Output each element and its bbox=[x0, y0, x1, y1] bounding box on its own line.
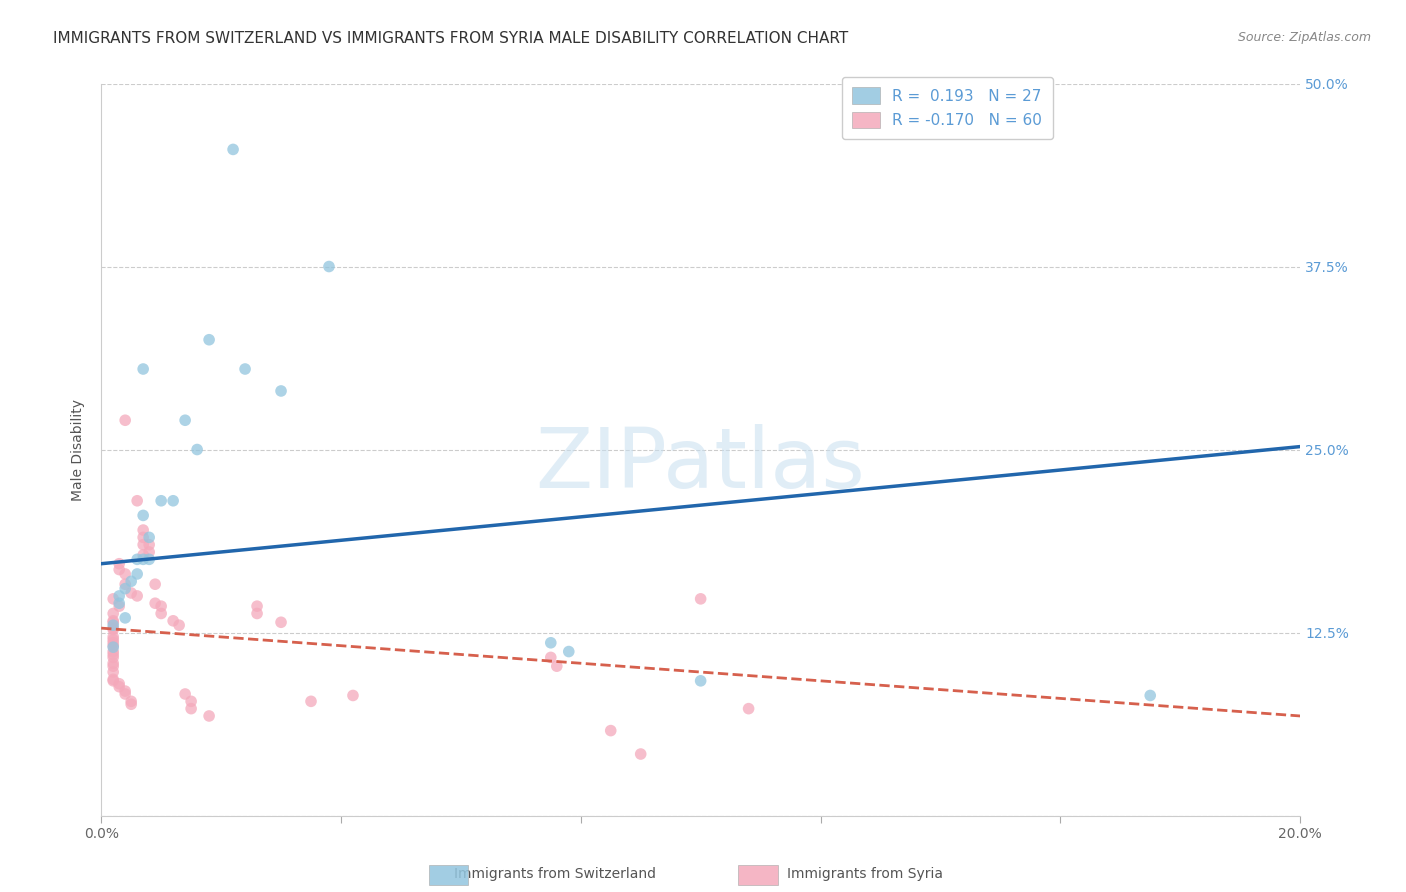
Point bbox=[132, 362, 155, 376]
Y-axis label: Male Disability: Male Disability bbox=[72, 399, 86, 500]
Point bbox=[114, 577, 136, 591]
Point bbox=[198, 709, 221, 723]
Point bbox=[103, 639, 125, 653]
Point bbox=[120, 694, 142, 708]
Point bbox=[270, 615, 292, 630]
Point bbox=[1139, 689, 1161, 703]
Point bbox=[132, 530, 155, 544]
Point bbox=[138, 552, 160, 566]
Text: Source: ZipAtlas.com: Source: ZipAtlas.com bbox=[1237, 31, 1371, 45]
Point bbox=[127, 589, 149, 603]
Point bbox=[689, 591, 711, 606]
Point bbox=[132, 508, 155, 523]
Point bbox=[174, 687, 197, 701]
Point bbox=[120, 698, 142, 712]
Point bbox=[108, 557, 131, 571]
Text: IMMIGRANTS FROM SWITZERLAND VS IMMIGRANTS FROM SYRIA MALE DISABILITY CORRELATION: IMMIGRANTS FROM SWITZERLAND VS IMMIGRANT… bbox=[53, 31, 849, 46]
Point bbox=[103, 632, 125, 647]
Point bbox=[103, 591, 125, 606]
Point bbox=[103, 648, 125, 662]
Point bbox=[103, 623, 125, 637]
Point bbox=[114, 684, 136, 698]
Point bbox=[132, 552, 155, 566]
Point bbox=[103, 665, 125, 679]
Point bbox=[108, 680, 131, 694]
Legend: R =  0.193   N = 27, R = -0.170   N = 60: R = 0.193 N = 27, R = -0.170 N = 60 bbox=[842, 77, 1053, 139]
Point bbox=[114, 582, 136, 596]
Point bbox=[222, 143, 245, 157]
Point bbox=[132, 538, 155, 552]
Point bbox=[246, 599, 269, 614]
Point bbox=[103, 607, 125, 621]
Point bbox=[150, 607, 173, 621]
Point bbox=[103, 650, 125, 665]
Point bbox=[150, 493, 173, 508]
Point bbox=[150, 599, 173, 614]
Point bbox=[198, 333, 221, 347]
Point bbox=[108, 677, 131, 691]
Point bbox=[233, 362, 256, 376]
Point bbox=[120, 586, 142, 600]
Point bbox=[103, 657, 125, 671]
Text: Immigrants from Switzerland: Immigrants from Switzerland bbox=[454, 867, 657, 881]
Point bbox=[132, 523, 155, 537]
Point bbox=[127, 493, 149, 508]
Point bbox=[342, 689, 364, 703]
Point bbox=[246, 607, 269, 621]
Point bbox=[103, 673, 125, 688]
Point bbox=[127, 552, 149, 566]
Point bbox=[114, 687, 136, 701]
Point bbox=[132, 548, 155, 562]
Point bbox=[103, 659, 125, 673]
Point bbox=[103, 630, 125, 644]
Point bbox=[318, 260, 340, 274]
Point bbox=[167, 618, 190, 632]
Point bbox=[558, 644, 581, 658]
Point bbox=[114, 611, 136, 625]
Point bbox=[186, 442, 208, 457]
Point bbox=[143, 577, 166, 591]
Point bbox=[103, 636, 125, 650]
Point bbox=[546, 659, 568, 673]
Point bbox=[103, 614, 125, 628]
Text: Immigrants from Syria: Immigrants from Syria bbox=[787, 867, 942, 881]
Point bbox=[299, 694, 322, 708]
Point bbox=[180, 694, 202, 708]
Point bbox=[108, 596, 131, 610]
Point bbox=[103, 640, 125, 655]
Point bbox=[114, 413, 136, 427]
Point bbox=[127, 566, 149, 581]
Point bbox=[108, 563, 131, 577]
Point bbox=[108, 589, 131, 603]
Point bbox=[737, 701, 759, 715]
Point bbox=[103, 615, 125, 630]
Point bbox=[138, 538, 160, 552]
Point bbox=[103, 621, 125, 635]
Point bbox=[103, 644, 125, 658]
Point bbox=[599, 723, 621, 738]
Point bbox=[540, 636, 562, 650]
Point bbox=[120, 574, 142, 589]
Point bbox=[540, 650, 562, 665]
Point bbox=[108, 599, 131, 614]
Point bbox=[630, 747, 652, 761]
Point bbox=[114, 566, 136, 581]
Point bbox=[689, 673, 711, 688]
Point bbox=[162, 614, 184, 628]
Point bbox=[143, 596, 166, 610]
Point bbox=[180, 701, 202, 715]
Point bbox=[138, 530, 160, 544]
Text: ZIPatlas: ZIPatlas bbox=[536, 424, 866, 505]
Point bbox=[138, 545, 160, 559]
Point bbox=[174, 413, 197, 427]
Point bbox=[103, 618, 125, 632]
Point bbox=[270, 384, 292, 398]
Point bbox=[103, 673, 125, 687]
Point bbox=[162, 493, 184, 508]
